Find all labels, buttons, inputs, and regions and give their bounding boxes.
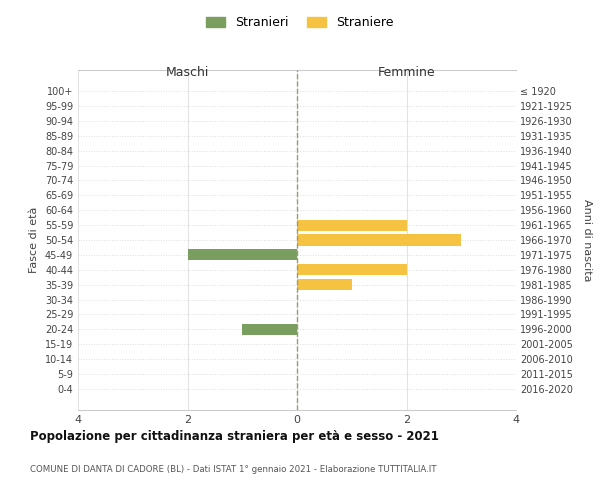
Bar bbox=[297, 264, 407, 276]
Bar bbox=[297, 279, 352, 290]
Text: Popolazione per cittadinanza straniera per età e sesso - 2021: Popolazione per cittadinanza straniera p… bbox=[30, 430, 439, 443]
Text: COMUNE DI DANTA DI CADORE (BL) - Dati ISTAT 1° gennaio 2021 - Elaborazione TUTTI: COMUNE DI DANTA DI CADORE (BL) - Dati IS… bbox=[30, 465, 437, 474]
Bar bbox=[297, 234, 461, 246]
Legend: Stranieri, Straniere: Stranieri, Straniere bbox=[202, 11, 398, 34]
Bar bbox=[188, 250, 297, 260]
Bar bbox=[297, 220, 407, 230]
Y-axis label: Fasce di età: Fasce di età bbox=[29, 207, 39, 273]
Y-axis label: Anni di nascita: Anni di nascita bbox=[583, 198, 592, 281]
Text: Maschi: Maschi bbox=[166, 66, 209, 79]
Text: Femmine: Femmine bbox=[377, 66, 436, 79]
Bar bbox=[242, 324, 297, 335]
